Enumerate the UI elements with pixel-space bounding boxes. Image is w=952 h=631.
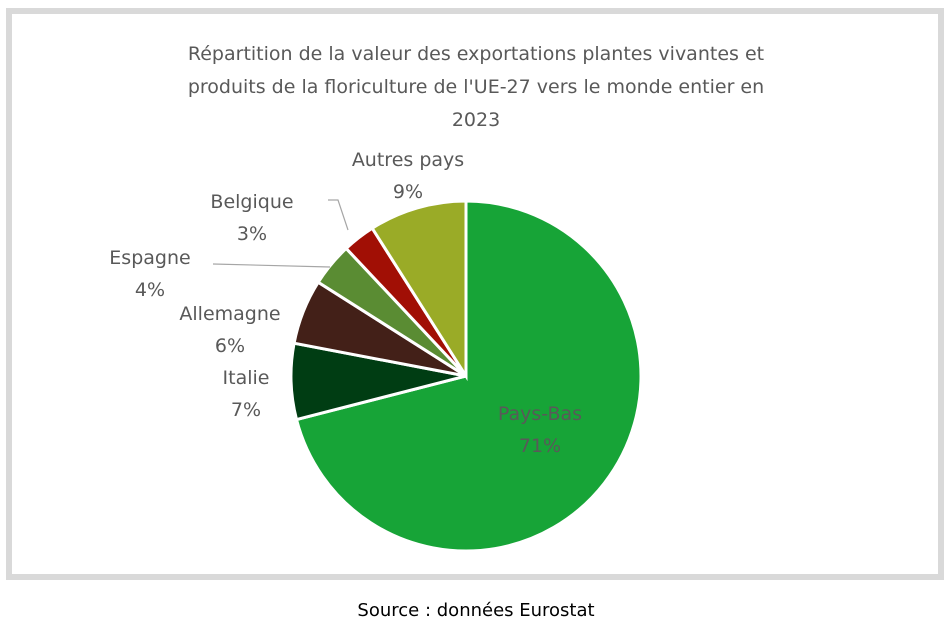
chart-title-line-3: 2023 bbox=[452, 109, 500, 131]
chart-title-line-2: produits de la floriculture de l'UE-27 v… bbox=[188, 76, 764, 98]
data-label-value: 6% bbox=[215, 335, 245, 357]
data-label-value: 4% bbox=[135, 279, 165, 301]
data-label-name: Italie bbox=[223, 367, 270, 389]
data-label-value: 9% bbox=[393, 181, 423, 203]
data-label-name: Autres pays bbox=[352, 149, 464, 171]
leader-line-espagne bbox=[212, 263, 331, 268]
data-label-name: Espagne bbox=[109, 247, 190, 269]
chart-title-line-1: Répartition de la valeur des exportation… bbox=[188, 43, 764, 65]
data-label-value: 71% bbox=[519, 435, 561, 457]
data-label-name: Belgique bbox=[210, 191, 293, 213]
pie-slice-pays-bas bbox=[294, 199, 643, 553]
pie-slice-autres-pays bbox=[370, 199, 468, 382]
source-note: Source : données Eurostat bbox=[357, 600, 595, 621]
data-label-name: Allemagne bbox=[179, 303, 280, 325]
data-label-value: 7% bbox=[231, 399, 261, 421]
data-label-name: Pays-Bas bbox=[498, 403, 582, 425]
leader-line-belgique bbox=[328, 199, 349, 231]
data-label-value: 3% bbox=[237, 223, 267, 245]
